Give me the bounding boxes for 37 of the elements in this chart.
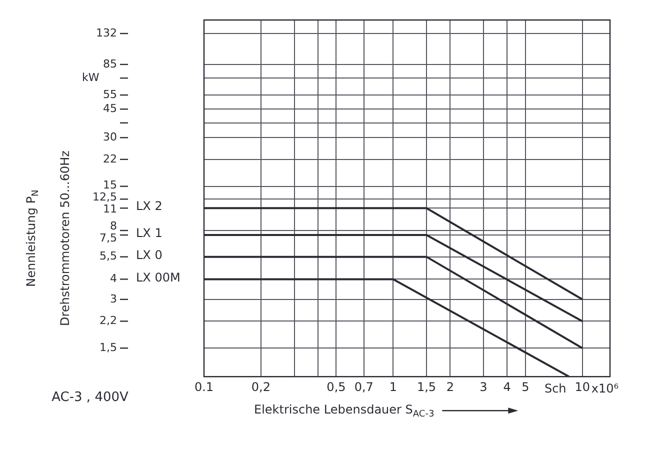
y-tick-label: 1,5 [100,340,117,354]
legend-label: LX 00M [136,270,180,284]
y-tick-label: 3 [110,292,117,306]
x-tick-label: 10 [574,380,590,394]
legend-label: LX 0 [136,248,162,262]
y-tick-label: 5,5 [100,250,117,263]
y-tick-label: 132 [96,26,117,40]
x-tick-label: 1,5 [416,380,436,394]
text: kW [82,70,100,84]
x-tick-label: 0,5 [326,380,346,394]
x-tick-label: 5 [522,380,530,394]
y-tick-label: 8 [110,220,117,233]
x-tick-label: 0,2 [251,380,270,394]
y-tick-label: 4 [110,272,117,286]
x-tick-label: 2 [446,380,454,394]
y-tick-label: 55 [103,88,117,101]
x-tick-label: 0,7 [354,380,374,394]
x-tick-label: 1 [389,380,397,394]
text: Drehstrommotoren 50...60Hz [58,150,72,326]
y-tick-label: 22 [103,152,117,166]
legend-label: LX 1 [136,226,162,240]
y-tick-label: 85 [103,57,117,70]
x-tick-label: 3 [480,380,488,394]
y-tick-label: 7,5 [100,232,117,245]
x-tick-label: 4 [503,380,511,394]
y-tick-label: 45 [103,102,117,115]
x-tick-label: 0.1 [194,380,214,394]
y-tick-label: 2,2 [100,314,117,328]
legend-label: LX 2 [136,199,162,214]
y-tick-label: 11 [103,202,117,216]
text: Sch [544,382,566,396]
y-axis-title: Nennleistung PN [24,190,41,287]
y-tick-label: 12,5 [92,190,117,204]
y-tick-label: 15 [103,178,117,192]
y-tick-label: 30 [103,130,117,144]
text: AC-3 , 400V [52,390,129,405]
text: x10⁶ [591,382,619,396]
